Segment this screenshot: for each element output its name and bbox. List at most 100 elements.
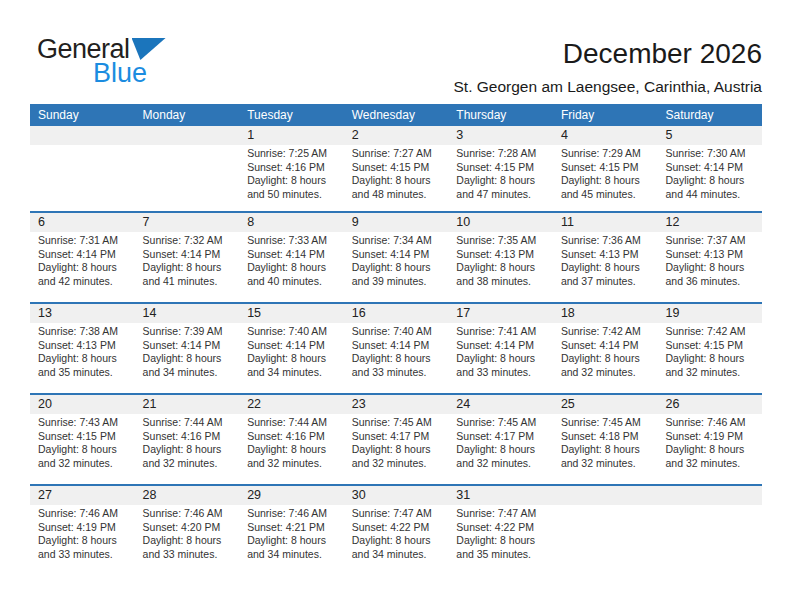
sunrise-text: Sunrise: 7:40 AM (352, 325, 443, 339)
day-cell: 15Sunrise: 7:40 AMSunset: 4:14 PMDayligh… (239, 304, 344, 393)
day-cell: 13Sunrise: 7:38 AMSunset: 4:13 PMDayligh… (30, 304, 135, 393)
daylight-text: Daylight: 8 hours and 47 minutes. (456, 174, 547, 201)
day-number: 26 (657, 395, 762, 414)
sunset-text: Sunset: 4:22 PM (352, 521, 443, 535)
sun-times: Sunrise: 7:33 AMSunset: 4:14 PMDaylight:… (239, 232, 344, 288)
sun-times: Sunrise: 7:34 AMSunset: 4:14 PMDaylight:… (344, 232, 449, 288)
sunset-text: Sunset: 4:14 PM (38, 248, 129, 262)
daylight-text: Daylight: 8 hours and 40 minutes. (247, 261, 338, 288)
daylight-text: Daylight: 8 hours and 32 minutes. (352, 443, 443, 470)
daylight-text: Daylight: 8 hours and 32 minutes. (561, 352, 652, 379)
day-number: 25 (553, 395, 658, 414)
day-number: 11 (553, 213, 658, 232)
sun-times: Sunrise: 7:27 AMSunset: 4:15 PMDaylight:… (344, 145, 449, 201)
sunrise-text: Sunrise: 7:46 AM (665, 416, 756, 430)
day-cell: 19Sunrise: 7:42 AMSunset: 4:15 PMDayligh… (657, 304, 762, 393)
day-cell: 18Sunrise: 7:42 AMSunset: 4:14 PMDayligh… (553, 304, 658, 393)
day-cell: 25Sunrise: 7:45 AMSunset: 4:18 PMDayligh… (553, 395, 658, 484)
day-number (135, 126, 240, 145)
sunrise-text: Sunrise: 7:43 AM (38, 416, 129, 430)
sunset-text: Sunset: 4:13 PM (456, 248, 547, 262)
sunset-text: Sunset: 4:20 PM (143, 521, 234, 535)
sunrise-text: Sunrise: 7:31 AM (38, 234, 129, 248)
day-number: 9 (344, 213, 449, 232)
sun-times: Sunrise: 7:40 AMSunset: 4:14 PMDaylight:… (344, 323, 449, 379)
sun-times: Sunrise: 7:46 AMSunset: 4:19 PMDaylight:… (657, 414, 762, 470)
sun-times: Sunrise: 7:42 AMSunset: 4:15 PMDaylight:… (657, 323, 762, 379)
day-number: 27 (30, 486, 135, 505)
week-row: 20Sunrise: 7:43 AMSunset: 4:15 PMDayligh… (30, 393, 762, 484)
sunset-text: Sunset: 4:15 PM (352, 161, 443, 175)
day-cell: 12Sunrise: 7:37 AMSunset: 4:13 PMDayligh… (657, 213, 762, 302)
sunrise-text: Sunrise: 7:42 AM (665, 325, 756, 339)
sun-times: Sunrise: 7:32 AMSunset: 4:14 PMDaylight:… (135, 232, 240, 288)
day-cell: 2Sunrise: 7:27 AMSunset: 4:15 PMDaylight… (344, 126, 449, 211)
day-number: 21 (135, 395, 240, 414)
day-cell: 7Sunrise: 7:32 AMSunset: 4:14 PMDaylight… (135, 213, 240, 302)
weeks-container: 1Sunrise: 7:25 AMSunset: 4:16 PMDaylight… (30, 126, 762, 575)
day-number: 22 (239, 395, 344, 414)
sunrise-text: Sunrise: 7:41 AM (456, 325, 547, 339)
day-number: 2 (344, 126, 449, 145)
day-cell: 14Sunrise: 7:39 AMSunset: 4:14 PMDayligh… (135, 304, 240, 393)
day-number: 6 (30, 213, 135, 232)
day-number: 7 (135, 213, 240, 232)
sunrise-text: Sunrise: 7:44 AM (143, 416, 234, 430)
empty-day-cell (553, 486, 658, 575)
sunrise-text: Sunrise: 7:47 AM (456, 507, 547, 521)
day-cell: 29Sunrise: 7:46 AMSunset: 4:21 PMDayligh… (239, 486, 344, 575)
sun-times: Sunrise: 7:36 AMSunset: 4:13 PMDaylight:… (553, 232, 658, 288)
sunset-text: Sunset: 4:17 PM (352, 430, 443, 444)
sunset-text: Sunset: 4:19 PM (665, 430, 756, 444)
dow-header-friday: Friday (553, 108, 658, 122)
sunrise-text: Sunrise: 7:35 AM (456, 234, 547, 248)
sun-times (30, 145, 135, 147)
day-number: 20 (30, 395, 135, 414)
week-row: 27Sunrise: 7:46 AMSunset: 4:19 PMDayligh… (30, 484, 762, 575)
sun-times: Sunrise: 7:45 AMSunset: 4:18 PMDaylight:… (553, 414, 658, 470)
daylight-text: Daylight: 8 hours and 34 minutes. (352, 534, 443, 561)
daylight-text: Daylight: 8 hours and 32 minutes. (561, 443, 652, 470)
day-number: 13 (30, 304, 135, 323)
sunset-text: Sunset: 4:14 PM (143, 248, 234, 262)
day-cell: 6Sunrise: 7:31 AMSunset: 4:14 PMDaylight… (30, 213, 135, 302)
day-cell: 31Sunrise: 7:47 AMSunset: 4:22 PMDayligh… (448, 486, 553, 575)
sunset-text: Sunset: 4:14 PM (352, 248, 443, 262)
sunrise-text: Sunrise: 7:45 AM (561, 416, 652, 430)
sunset-text: Sunset: 4:15 PM (456, 161, 547, 175)
sunset-text: Sunset: 4:15 PM (665, 339, 756, 353)
daylight-text: Daylight: 8 hours and 50 minutes. (247, 174, 338, 201)
sunrise-text: Sunrise: 7:29 AM (561, 147, 652, 161)
calendar-page: General Blue December 2026 St. Georgen a… (0, 0, 792, 612)
logo-triangle-icon (132, 38, 166, 60)
sun-times (135, 145, 240, 147)
sunrise-text: Sunrise: 7:45 AM (352, 416, 443, 430)
sun-times: Sunrise: 7:30 AMSunset: 4:14 PMDaylight:… (657, 145, 762, 201)
day-number: 5 (657, 126, 762, 145)
sun-times: Sunrise: 7:45 AMSunset: 4:17 PMDaylight:… (448, 414, 553, 470)
sunrise-text: Sunrise: 7:46 AM (38, 507, 129, 521)
daylight-text: Daylight: 8 hours and 33 minutes. (143, 534, 234, 561)
sun-times: Sunrise: 7:45 AMSunset: 4:17 PMDaylight:… (344, 414, 449, 470)
sun-times (553, 505, 658, 507)
daylight-text: Daylight: 8 hours and 34 minutes. (143, 352, 234, 379)
daylight-text: Daylight: 8 hours and 32 minutes. (665, 443, 756, 470)
sun-times: Sunrise: 7:46 AMSunset: 4:20 PMDaylight:… (135, 505, 240, 561)
dow-header-saturday: Saturday (657, 108, 762, 122)
sunset-text: Sunset: 4:18 PM (561, 430, 652, 444)
daylight-text: Daylight: 8 hours and 37 minutes. (561, 261, 652, 288)
sunset-text: Sunset: 4:13 PM (38, 339, 129, 353)
day-number: 23 (344, 395, 449, 414)
sun-times: Sunrise: 7:38 AMSunset: 4:13 PMDaylight:… (30, 323, 135, 379)
sun-times: Sunrise: 7:44 AMSunset: 4:16 PMDaylight:… (135, 414, 240, 470)
day-cell: 16Sunrise: 7:40 AMSunset: 4:14 PMDayligh… (344, 304, 449, 393)
day-number: 24 (448, 395, 553, 414)
sun-times: Sunrise: 7:39 AMSunset: 4:14 PMDaylight:… (135, 323, 240, 379)
dow-header-wednesday: Wednesday (344, 108, 449, 122)
daylight-text: Daylight: 8 hours and 32 minutes. (38, 443, 129, 470)
day-cell: 28Sunrise: 7:46 AMSunset: 4:20 PMDayligh… (135, 486, 240, 575)
sun-times: Sunrise: 7:37 AMSunset: 4:13 PMDaylight:… (657, 232, 762, 288)
sun-times: Sunrise: 7:46 AMSunset: 4:19 PMDaylight:… (30, 505, 135, 561)
sunrise-text: Sunrise: 7:36 AM (561, 234, 652, 248)
empty-day-cell (657, 486, 762, 575)
